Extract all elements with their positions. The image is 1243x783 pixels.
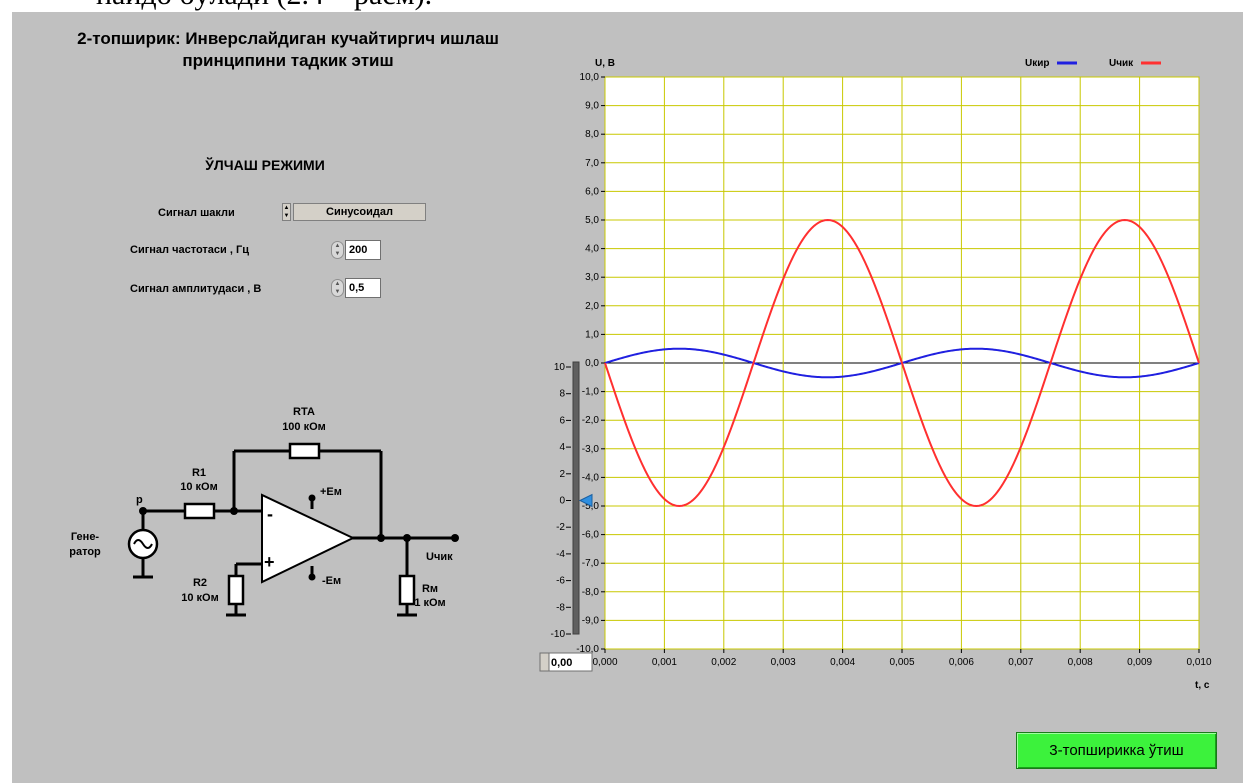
- slider-tick-label: 10: [554, 362, 566, 373]
- x-tick-label: 0,010: [1186, 657, 1211, 668]
- x-tick-label: 0,007: [1008, 657, 1033, 668]
- generator-label-1: Гене-: [71, 531, 100, 543]
- slider-track[interactable]: [572, 361, 580, 635]
- slider-tick-label: -2: [556, 522, 565, 533]
- task-title: 2-топширик: Инверслайдиган кучайтиргич и…: [18, 28, 558, 72]
- plus-em-label: +Ем: [320, 486, 342, 498]
- x-tick-label: 0,005: [889, 657, 914, 668]
- y-tick-label: 3,0: [585, 272, 599, 283]
- x-tick-label: 0,003: [771, 657, 796, 668]
- signal-shape-selector[interactable]: ▲ ▼ Синусоидал: [282, 203, 426, 221]
- slider-tick-label: -6: [556, 576, 565, 587]
- x-tick-label: 0,004: [830, 657, 855, 668]
- slider-tick-label: 0: [559, 496, 565, 507]
- y-tick-label: 2,0: [585, 301, 599, 312]
- y-tick-label: 4,0: [585, 244, 599, 255]
- mode-title: ЎЛЧАШ РЕЖИМИ: [205, 157, 325, 173]
- generator-label-2: ратор: [69, 546, 101, 558]
- series-line-2: [604, 218, 1200, 508]
- signal-shape-label: Сигнал шакли: [158, 207, 235, 219]
- r2-value: 10 кОм: [181, 592, 219, 604]
- x-tick-label: 0,006: [949, 657, 974, 668]
- slider-tick-label: -4: [556, 549, 565, 560]
- legend: Uкир Uчик: [1025, 58, 1161, 69]
- y-tick-label: -4,0: [582, 472, 600, 483]
- op-amp-symbol: [261, 493, 356, 584]
- amplitude-input[interactable]: 0,5: [345, 278, 381, 298]
- signal-amplitude-label: Сигнал амплитудаси , В: [130, 283, 262, 295]
- x-axis-ticks: 0,000 0,001 0,002 0,003 0,004 0,005 0,006 0,007…: [592, 649, 1212, 668]
- signal-frequency-label: Сигнал частотаси , Гц: [130, 244, 249, 256]
- rta-label: RТА: [293, 406, 315, 418]
- resistor-r1-symbol: [183, 502, 216, 520]
- document-text-fragment: пайдо бўлади (2.4 – расм).: [0, 0, 1243, 12]
- uout-label: Uчик: [426, 551, 453, 563]
- x-tick-label: 0,008: [1068, 657, 1093, 668]
- amplitude-increment-icon[interactable]: ▲ ▼: [331, 279, 344, 297]
- signal-shape-value[interactable]: Синусоидал: [293, 203, 426, 221]
- x-tick-label: 0,000: [592, 657, 617, 668]
- y-tick-label: 5,0: [585, 215, 599, 226]
- offset-slider[interactable]: 10 8 6 4 2 0 -2 -4 -6 -8 -10 0,00: [539, 361, 593, 672]
- slider-tick-label: -10: [551, 629, 566, 640]
- p-label: р: [136, 494, 143, 506]
- slider-tick-label: -8: [556, 602, 565, 613]
- r1-label: R1: [192, 467, 206, 479]
- y-tick-label: -2,0: [582, 415, 600, 426]
- y-tick-label: -5,0: [582, 501, 600, 512]
- resistor-r2-symbol: [227, 574, 245, 606]
- legend-label-2: Uчик: [1109, 58, 1134, 69]
- rm-label: Rм: [422, 583, 438, 595]
- task-title-line2: принципини тадкик этиш: [182, 51, 394, 70]
- frequency-input[interactable]: 200: [345, 240, 381, 260]
- y-tick-label: 8,0: [585, 129, 599, 140]
- y-tick-label: -6,0: [582, 530, 600, 541]
- minus-em-label: -Ем: [322, 575, 341, 587]
- resistor-rm-symbol: [398, 574, 416, 606]
- inverting-input-sign: -: [267, 504, 273, 524]
- slider-tick-label: 2: [559, 469, 565, 480]
- series-lines: [604, 218, 1200, 508]
- y-tick-label: -7,0: [582, 558, 600, 569]
- y-tick-label: -3,0: [582, 444, 600, 455]
- inverting-amplifier-schematic: RТА 100 кОм R1 10 кОм R2 10 кОм Rм 1 кОм…: [69, 406, 459, 617]
- y-tick-label: -8,0: [582, 587, 600, 598]
- rm-value: 1 кОм: [414, 597, 445, 609]
- y-tick-label: 7,0: [585, 158, 599, 169]
- noninverting-input-sign: +: [264, 552, 275, 572]
- x-tick-label: 0,001: [652, 657, 677, 668]
- frequency-increment-icon[interactable]: ▲ ▼: [331, 241, 344, 259]
- y-tick-label: 10,0: [580, 72, 600, 83]
- selector-arrows-icon[interactable]: ▲ ▼: [282, 203, 291, 221]
- x-axis-label: t, с: [1195, 680, 1210, 691]
- x-tick-label: 0,009: [1127, 657, 1152, 668]
- x-tick-label: 0,002: [711, 657, 736, 668]
- y-tick-label: -1,0: [582, 387, 600, 398]
- slider-tick-label: 6: [559, 415, 565, 426]
- r1-value: 10 кОм: [180, 481, 218, 493]
- grid: [604, 76, 1200, 650]
- y-axis-label: U, В: [595, 58, 615, 69]
- slider-tick-label: 4: [559, 442, 565, 453]
- slider-readout: 0,00: [551, 657, 572, 669]
- y-tick-label: -10,0: [576, 644, 599, 655]
- slider-readout-arrows-icon[interactable]: [539, 652, 550, 672]
- y-tick-label: 0,0: [585, 358, 599, 369]
- y-tick-label: 1,0: [585, 329, 599, 340]
- y-tick-label: 6,0: [585, 186, 599, 197]
- slider-thumb[interactable]: [578, 493, 593, 508]
- resistor-rta-symbol: [288, 442, 321, 460]
- slider-tick-label: 8: [559, 389, 565, 400]
- legend-label-1: Uкир: [1025, 58, 1049, 69]
- task-title-line1: 2-топширик: Инверслайдиган кучайтиргич и…: [77, 29, 499, 48]
- y-axis-ticks: 10,0 9,0 8,0 7,0 6,0 5,0 4,0 3,0 2,0 1,0 0,0 -1,0 -2…: [576, 72, 605, 655]
- r2-label: R2: [193, 577, 207, 589]
- waveform-chart: 10,0 9,0 8,0 7,0 6,0 5,0 4,0 3,0 2,0 1,0 0,0 -1,0 -2…: [535, 55, 1225, 695]
- y-tick-label: 9,0: [585, 101, 599, 112]
- y-tick-label: -9,0: [582, 615, 600, 626]
- next-task-button[interactable]: 3-топширикка ўтиш: [1016, 732, 1217, 769]
- rta-value: 100 кОм: [282, 421, 326, 433]
